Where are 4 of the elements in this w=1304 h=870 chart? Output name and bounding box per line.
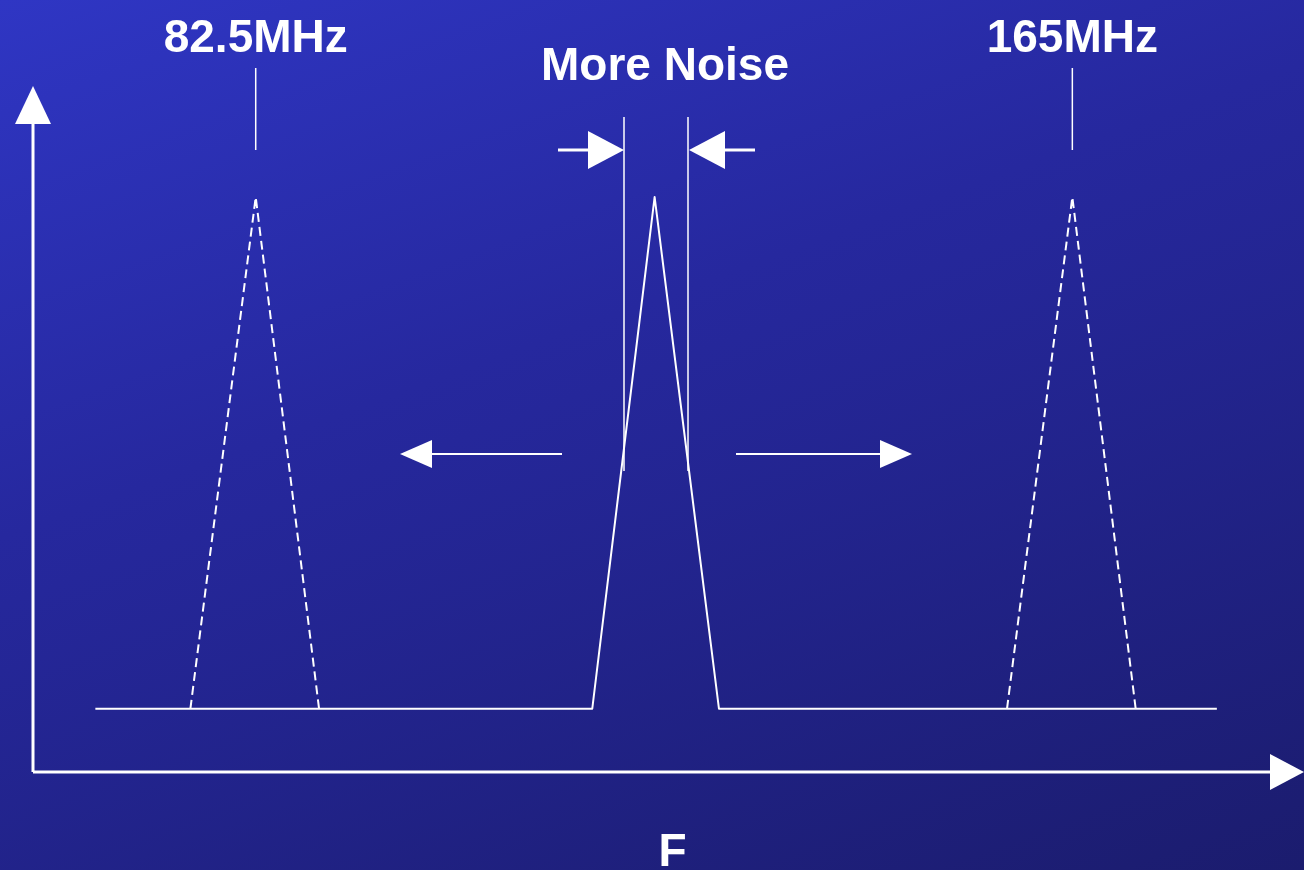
- x-tick-label: 82.5MHz: [163, 10, 348, 62]
- x-axis-title: F: [658, 824, 687, 870]
- text: More Noise: [540, 37, 790, 92]
- x-tick-label: 165MHz: [986, 10, 1158, 62]
